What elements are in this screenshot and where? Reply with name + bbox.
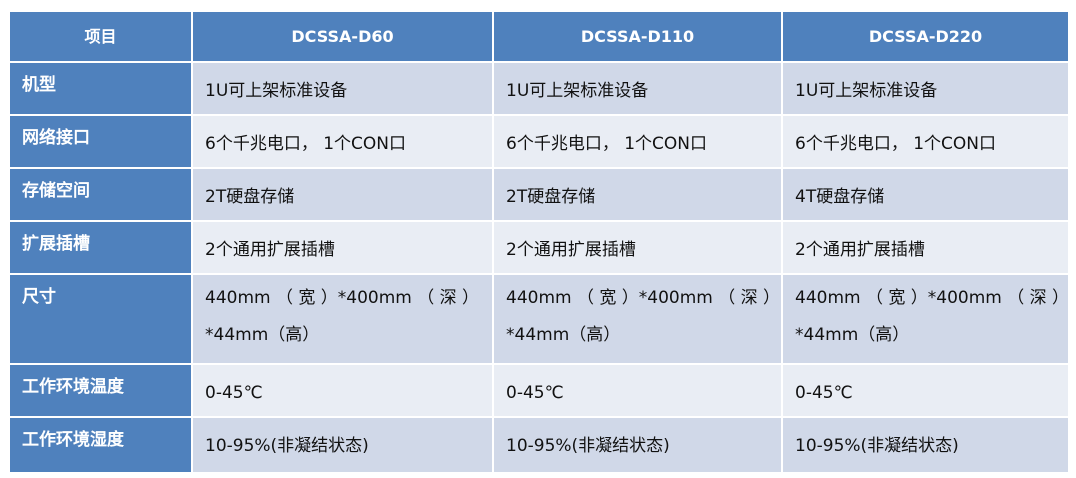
- table-cell: 0-45℃: [783, 365, 1068, 416]
- table-cell: 6个千兆电口， 1个CON口: [494, 116, 781, 167]
- row-label: 尺寸: [10, 275, 191, 363]
- header-cell: DCSSA-D220: [783, 12, 1068, 61]
- table-cell: 440mm （ 宽 ）*400mm （ 深 ）*44mm（高）: [494, 275, 781, 363]
- row-label: 工作环境湿度: [10, 418, 191, 472]
- spec-table: 项目 DCSSA-D60 DCSSA-D110 DCSSA-D220 机型 1U可…: [10, 12, 1068, 472]
- row-label: 扩展插槽: [10, 222, 191, 273]
- table-cell: 6个千兆电口， 1个CON口: [193, 116, 492, 167]
- table-cell: 2个通用扩展插槽: [193, 222, 492, 273]
- table-cell: 440mm （ 宽 ）*400mm （ 深 ）*44mm（高）: [193, 275, 492, 363]
- table-cell: 10-95%(非凝结状态): [494, 418, 781, 472]
- table-cell: 4T硬盘存储: [783, 169, 1068, 220]
- table-cell: 2T硬盘存储: [494, 169, 781, 220]
- header-cell: 项目: [10, 12, 191, 61]
- table-cell: 10-95%(非凝结状态): [783, 418, 1068, 472]
- table-cell: 10-95%(非凝结状态): [193, 418, 492, 472]
- header-cell: DCSSA-D110: [494, 12, 781, 61]
- row-label: 网络接口: [10, 116, 191, 167]
- table-cell: 1U可上架标准设备: [193, 63, 492, 114]
- table-cell: 2个通用扩展插槽: [494, 222, 781, 273]
- table-cell: 2T硬盘存储: [193, 169, 492, 220]
- row-label: 机型: [10, 63, 191, 114]
- table-cell: 1U可上架标准设备: [783, 63, 1068, 114]
- table-cell: 0-45℃: [193, 365, 492, 416]
- table-cell: 2个通用扩展插槽: [783, 222, 1068, 273]
- table-cell: 1U可上架标准设备: [494, 63, 781, 114]
- row-label: 工作环境温度: [10, 365, 191, 416]
- row-label: 存储空间: [10, 169, 191, 220]
- table-cell: 440mm （ 宽 ）*400mm （ 深 ）*44mm（高）: [783, 275, 1068, 363]
- table-cell: 6个千兆电口， 1个CON口: [783, 116, 1068, 167]
- table-cell: 0-45℃: [494, 365, 781, 416]
- header-cell: DCSSA-D60: [193, 12, 492, 61]
